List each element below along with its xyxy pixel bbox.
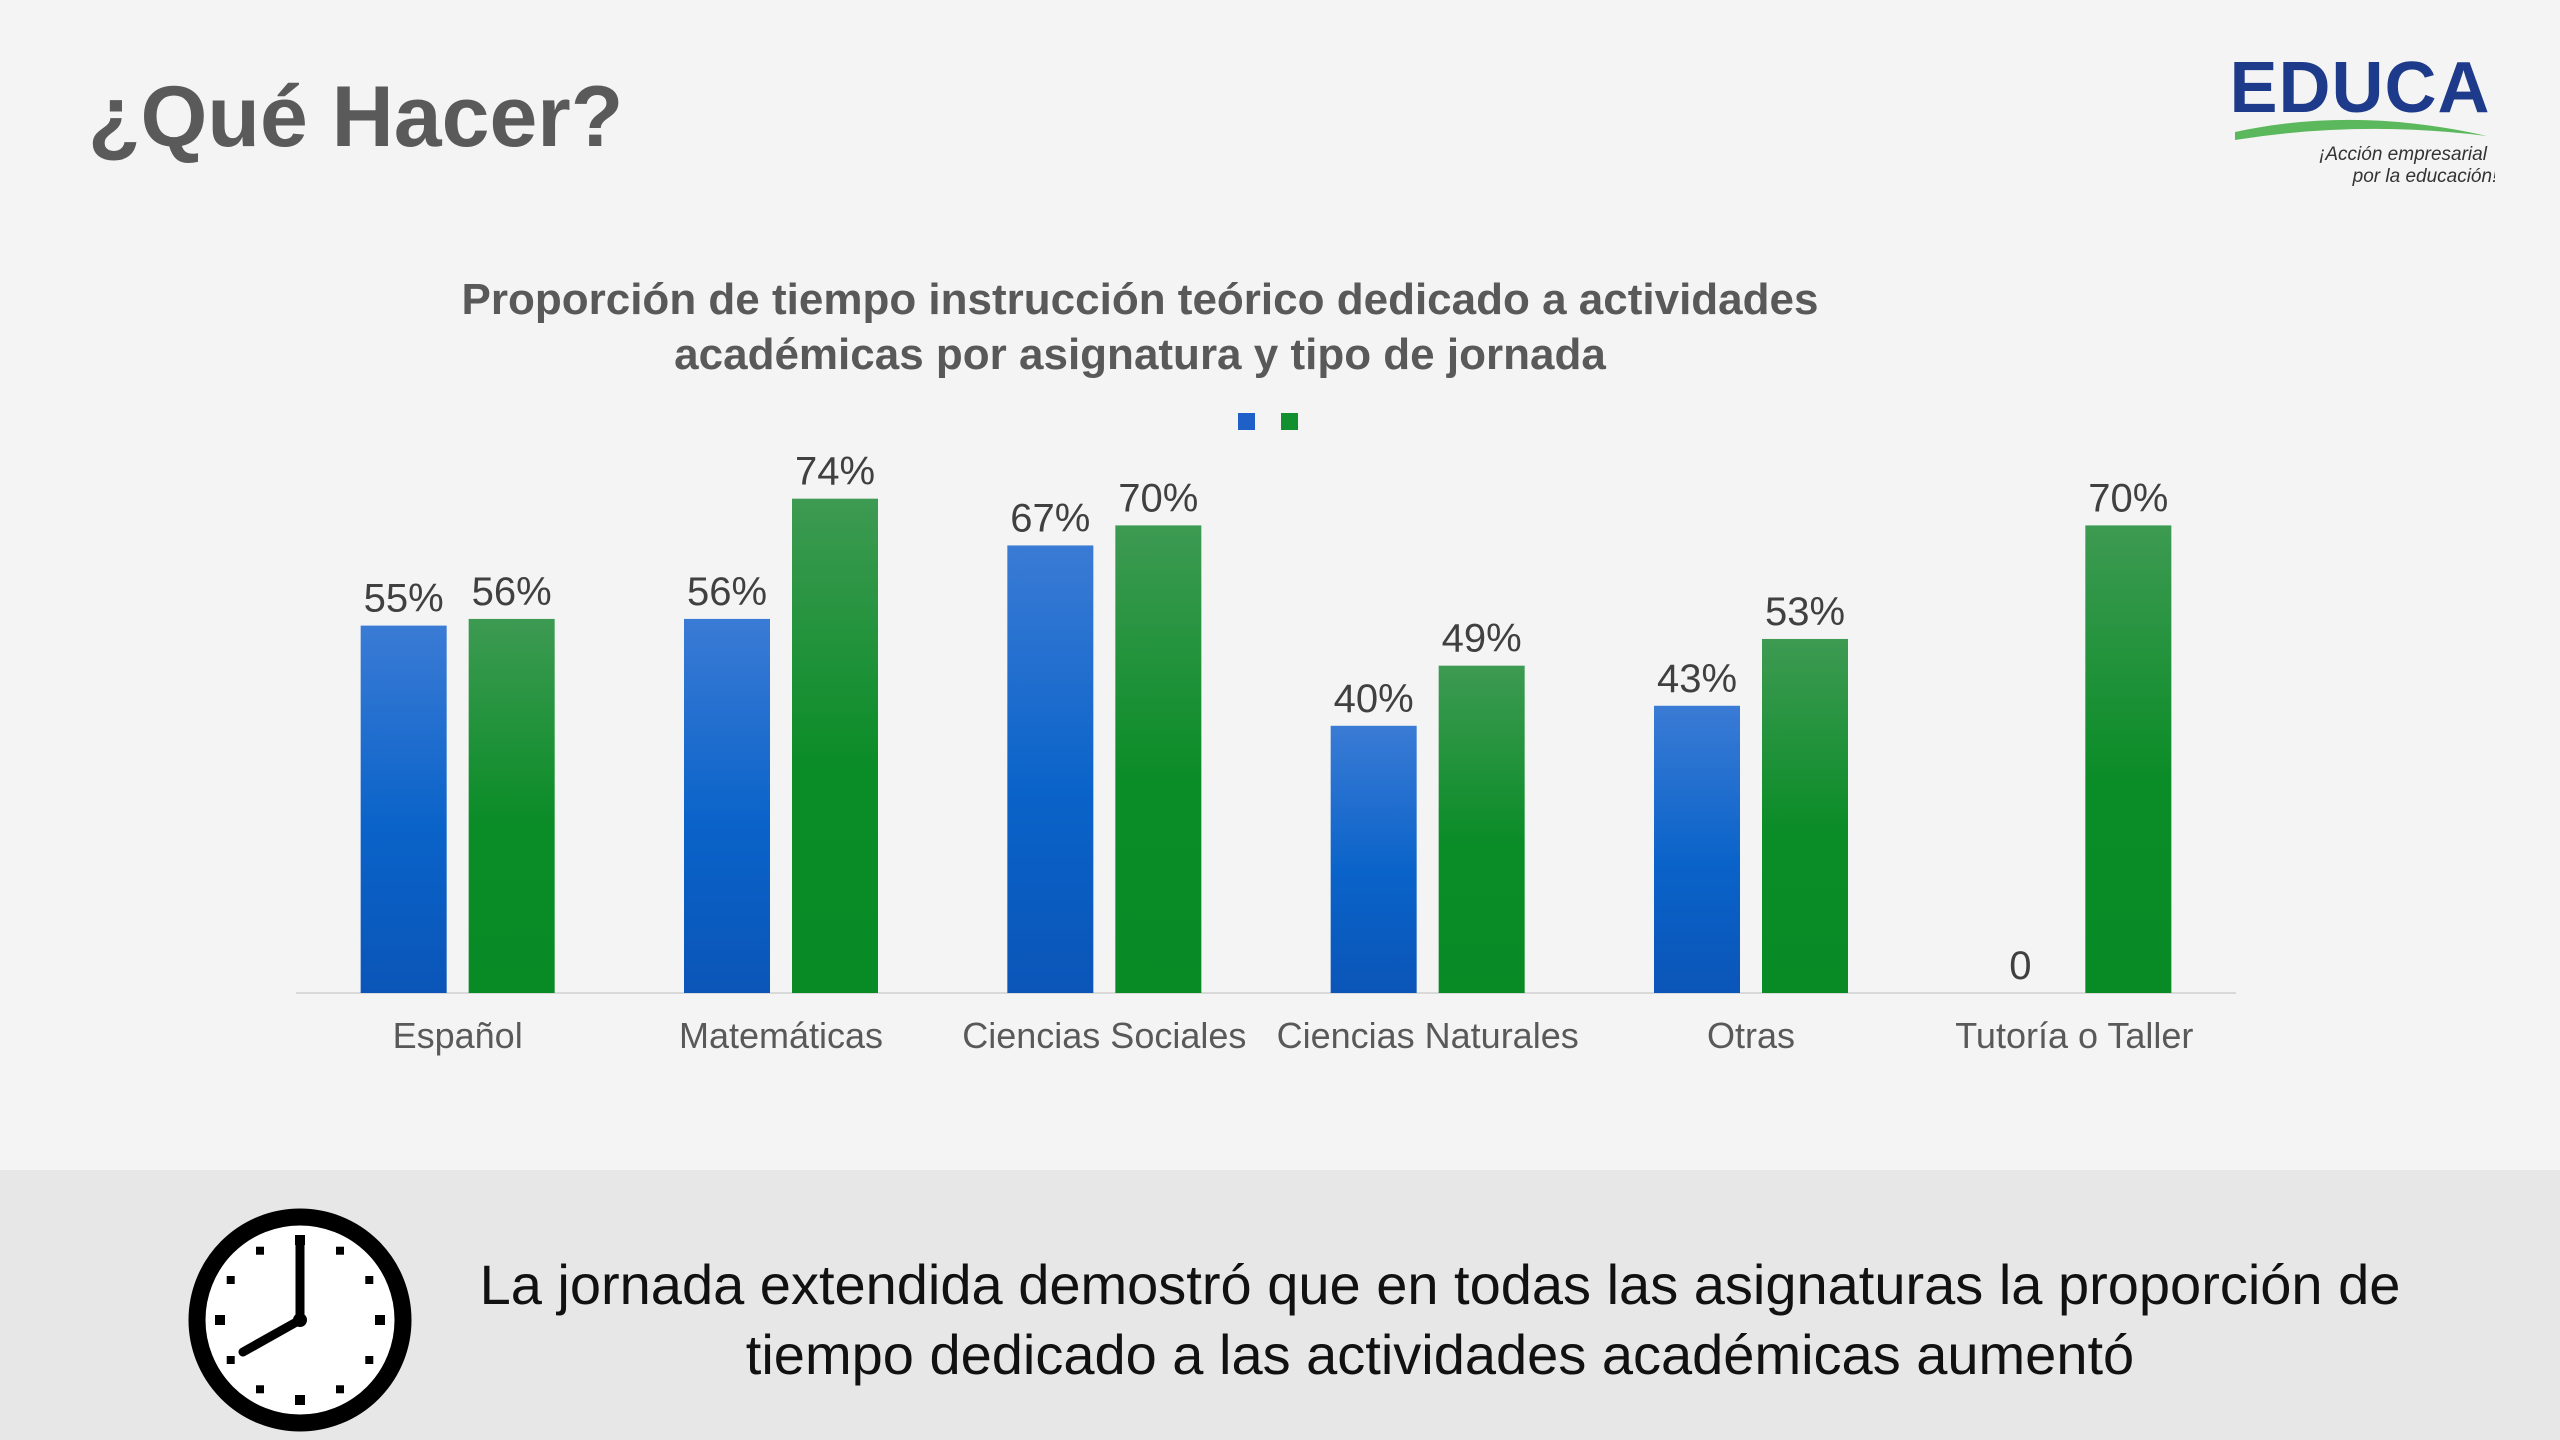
data-label-blue-3: 40% [1334,677,1414,721]
data-label-green-0: 56% [472,570,552,614]
bar-green-4 [1762,638,1848,993]
bar-blue-4 [1654,705,1740,993]
footer-band [0,1170,2560,1440]
data-label-green-5: 70% [2088,476,2168,520]
clock-icon [188,1208,412,1432]
logo-tagline-1: ¡Acción empresarial [2319,144,2488,165]
category-label-0: Español [393,1015,523,1056]
category-label-5: Tutoría o Taller [1955,1015,2193,1056]
data-label-green-2: 70% [1118,476,1198,520]
logo-tagline-2: por la educación! [2352,166,2495,187]
category-label-2: Ciencias Sociales [962,1015,1246,1056]
bar-blue-1 [684,618,770,993]
bar-blue-2 [1007,545,1094,993]
category-label-4: Otras [1707,1015,1795,1056]
data-label-blue-1: 56% [687,570,767,614]
bar-green-3 [1438,665,1525,993]
chart-title-line-1: Proporción de tiempo instrucción teórico… [461,275,1819,324]
data-label-blue-5: 0 [2009,944,2031,988]
slide-title: ¿Qué Hacer? [88,69,624,165]
data-label-green-1: 74% [795,450,875,494]
bar-blue-3 [1330,725,1417,993]
logo-wordmark: EDUCA [2229,48,2490,128]
data-label-green-4: 53% [1765,590,1845,634]
category-label-3: Ciencias Naturales [1277,1015,1579,1056]
bar-green-0 [468,618,555,993]
bar-chart: 55% 56% Español 56% 74% Matemáticas 67% 70% Cien… [296,413,2236,1056]
bar-blue-0 [360,625,447,993]
bar-green-1 [792,498,878,993]
chart-title: Proporción de tiempo instrucción teórico… [260,272,2020,382]
data-label-blue-0: 55% [364,577,444,621]
data-label-blue-2: 67% [1010,496,1090,540]
footer-line-2: tiempo dedicado a las actividades académ… [745,1323,2135,1386]
legend-marker-green [1281,413,1298,430]
footer-message: La jornada extendida demostró que en tod… [420,1250,2460,1390]
logo-swoosh [2235,119,2487,140]
data-label-green-3: 49% [1442,617,1522,661]
educa-logo: EDUCA ¡Acción empresarial por la educaci… [2229,48,2495,187]
bar-green-2 [1115,525,1202,993]
bar-green-5 [2085,525,2172,993]
footer-line-1: La jornada extendida demostró que en tod… [479,1253,2401,1316]
chart-title-line-2: académicas por asignatura y tipo de jorn… [674,330,1606,379]
data-label-blue-4: 43% [1657,657,1737,701]
legend-marker-blue [1238,413,1255,430]
category-label-1: Matemáticas [679,1015,883,1056]
